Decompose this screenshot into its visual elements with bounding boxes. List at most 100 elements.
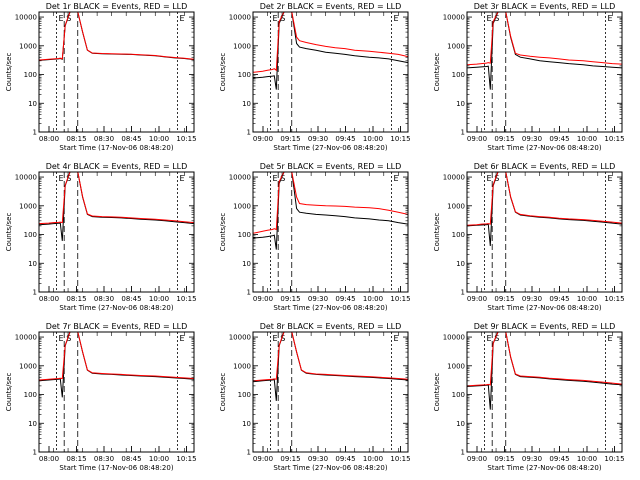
x-tick-label: 09:45 <box>335 135 355 143</box>
plot-frame <box>252 11 409 133</box>
lld-series-line <box>253 12 408 73</box>
event-marker-label: E <box>272 334 277 343</box>
event-marker-label: E <box>180 334 185 343</box>
y-tick-label: 1 <box>33 129 37 137</box>
x-tick-label: 08:30 <box>94 295 114 303</box>
x-tick-label: 10:00 <box>577 135 597 143</box>
x-tick-label: 09:15 <box>494 455 514 463</box>
lld-series-line <box>467 172 622 226</box>
x-tick-label: 10:15 <box>604 295 624 303</box>
event-marker-label: E <box>394 334 399 343</box>
x-tick-label: 08:15 <box>66 295 86 303</box>
y-axis-label: Counts/sec <box>433 373 441 412</box>
x-tick-label: 10:15 <box>390 295 410 303</box>
x-tick-label: 09:45 <box>549 455 569 463</box>
event-marker-label: S <box>494 334 499 343</box>
y-tick-label: 1000 <box>19 362 37 370</box>
x-tick-label: 09:00 <box>467 135 487 143</box>
y-tick-label: 100 <box>24 391 37 399</box>
x-tick-label: 10:00 <box>149 455 169 463</box>
x-tick-label: 10:00 <box>577 295 597 303</box>
y-tick-label: 10000 <box>15 174 37 182</box>
y-tick-label: 10000 <box>229 174 251 182</box>
y-tick-label: 1000 <box>447 362 465 370</box>
y-axis-label: Counts/sec <box>5 53 13 92</box>
x-tick-label: 09:30 <box>308 135 328 143</box>
x-tick-label: 08:45 <box>121 135 141 143</box>
plot-frame <box>252 331 409 453</box>
x-tick-label: 08:45 <box>121 295 141 303</box>
event-marker-label: E <box>608 174 613 183</box>
y-tick-label: 100 <box>238 391 251 399</box>
x-tick-label: 09:30 <box>308 295 328 303</box>
plot-frame <box>252 171 409 293</box>
x-tick-label: 10:00 <box>363 455 383 463</box>
y-axis-label: Counts/sec <box>219 53 227 92</box>
plot-frame <box>466 11 623 133</box>
event-marker-label: S <box>280 14 285 23</box>
event-marker-label: E <box>608 14 613 23</box>
x-tick-label: 08:15 <box>66 135 86 143</box>
x-tick-label: 09:30 <box>522 455 542 463</box>
y-tick-label: 10000 <box>443 14 465 22</box>
event-marker-label: E <box>486 14 491 23</box>
x-tick-label: 09:30 <box>522 135 542 143</box>
x-tick-label: 10:15 <box>176 455 196 463</box>
event-marker-label: E <box>272 174 277 183</box>
y-axis-label: Counts/sec <box>219 213 227 252</box>
x-axis-label: Start Time (27-Nov-06 08:48:20) <box>273 144 387 152</box>
y-tick-label: 1 <box>461 449 465 457</box>
x-axis-label: Start Time (27-Nov-06 08:48:20) <box>59 304 173 312</box>
x-tick-label: 10:00 <box>577 455 597 463</box>
y-tick-label: 1000 <box>233 42 251 50</box>
x-axis-label: Start Time (27-Nov-06 08:48:20) <box>487 464 601 472</box>
lld-series-line <box>39 332 194 381</box>
y-tick-label: 100 <box>452 231 465 239</box>
x-tick-label: 09:00 <box>253 135 273 143</box>
x-tick-label: 10:15 <box>390 135 410 143</box>
y-tick-label: 10000 <box>443 334 465 342</box>
chart-title: Det 5r BLACK = Events, RED = LLD <box>260 162 402 171</box>
event-marker-label: S <box>280 334 285 343</box>
y-tick-label: 1 <box>247 129 251 137</box>
y-tick-label: 100 <box>452 71 465 79</box>
y-tick-label: 1 <box>33 449 37 457</box>
chart-title: Det 1r BLACK = Events, RED = LLD <box>46 2 188 11</box>
event-marker-label: E <box>486 334 491 343</box>
x-tick-label: 10:00 <box>149 135 169 143</box>
events-series-line <box>253 172 408 250</box>
y-tick-label: 1 <box>247 449 251 457</box>
plot-frame <box>38 11 195 133</box>
event-marker-label: E <box>58 14 63 23</box>
x-tick-label: 09:45 <box>335 455 355 463</box>
lld-series-line <box>467 12 622 66</box>
chart-title: Det 6r BLACK = Events, RED = LLD <box>474 162 616 171</box>
x-tick-label: 09:45 <box>335 295 355 303</box>
lld-series-line <box>39 172 194 225</box>
event-marker-label: E <box>608 334 613 343</box>
y-tick-label: 10 <box>242 420 251 428</box>
x-tick-label: 09:00 <box>467 455 487 463</box>
y-tick-label: 10 <box>456 420 465 428</box>
event-marker-label: E <box>394 14 399 23</box>
y-tick-label: 1000 <box>447 202 465 210</box>
y-axis-label: Counts/sec <box>5 213 13 252</box>
x-tick-label: 08:00 <box>39 455 59 463</box>
x-tick-label: 10:15 <box>604 135 624 143</box>
y-tick-label: 1000 <box>233 362 251 370</box>
events-series-line <box>467 12 622 90</box>
x-tick-label: 08:30 <box>94 135 114 143</box>
x-axis-label: Start Time (17-Nov-06 08:48:20) <box>59 144 173 152</box>
y-tick-label: 10000 <box>443 174 465 182</box>
y-tick-label: 10 <box>456 100 465 108</box>
x-tick-label: 08:45 <box>121 455 141 463</box>
y-tick-label: 10 <box>28 420 37 428</box>
y-tick-label: 100 <box>24 71 37 79</box>
y-tick-label: 10 <box>242 100 251 108</box>
y-tick-label: 1 <box>247 289 251 297</box>
x-tick-label: 09:30 <box>308 455 328 463</box>
